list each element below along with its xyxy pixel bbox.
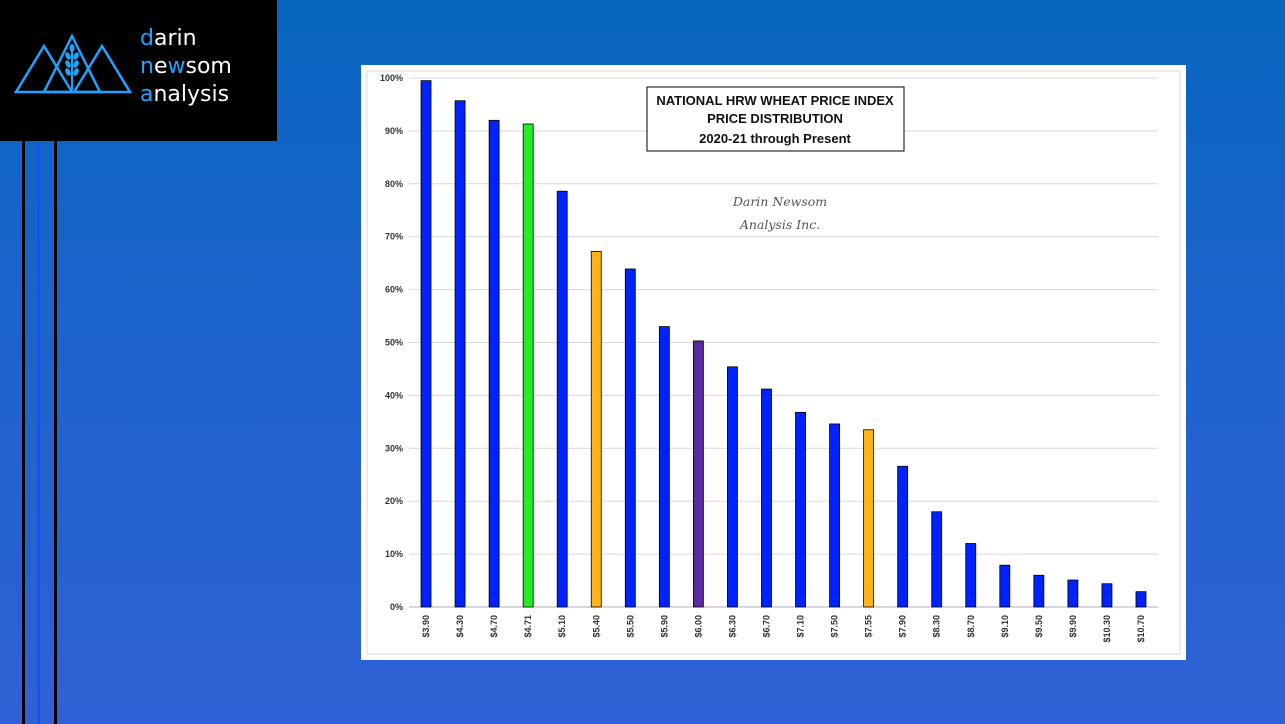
x-tick-label: $9.50 [1034,615,1044,638]
bar-590 [658,326,670,608]
bar-630 [727,366,738,608]
x-tick-label: $8.70 [966,615,976,638]
bar-950 [1033,574,1045,608]
x-tick-label: $5.90 [659,615,669,638]
chart-title-line-1: NATIONAL HRW WHEAT PRICE INDEX [656,93,894,108]
bar-790 [897,465,909,608]
y-tick-label: 0% [390,602,403,612]
bar-540 [590,251,602,608]
x-tick-label: $5.50 [625,615,635,638]
y-tick-label: 100% [380,73,403,83]
bar-1070 [1135,591,1147,608]
x-tick-label: $6.00 [693,615,703,638]
x-tick-label: $9.90 [1068,615,1078,638]
bar-550 [624,268,636,608]
x-tick-label: $6.70 [761,615,771,638]
decor-line-1 [22,141,25,724]
decor-line-2 [37,141,40,724]
x-tick-label: $7.90 [898,615,908,638]
y-tick-label: 40% [385,390,403,400]
chart-title-line-3: 2020-21 through Present [699,131,851,146]
x-tick-label: $7.10 [796,615,806,638]
x-tick-label: $5.10 [557,615,567,638]
logo: darin newsom analysis [0,0,277,141]
bar-830 [931,511,943,608]
x-tick-label: $9.10 [1000,615,1010,638]
bar-390 [420,80,432,608]
y-tick-label: 60% [385,285,403,295]
bar-470 [488,119,500,608]
y-tick-label: 80% [385,179,403,189]
bar-600 [692,340,704,608]
logo-line-2: newsom [140,54,232,79]
logo-line-1: darin [140,26,197,51]
plot-frame [366,70,1181,655]
x-tick-label: $7.55 [864,615,874,638]
bar-910 [999,564,1011,608]
bar-710 [795,411,806,608]
bar-670 [761,388,772,608]
x-tick-label: $10.30 [1102,615,1112,643]
bar-990 [1067,579,1079,608]
chart-title-box: NATIONAL HRW WHEAT PRICE INDEX PRICE DIS… [646,86,905,152]
price-distribution-chart: 0% 10% 20% 30% 40% 50% 60% 70% 80% 90% 100% $3.90 $4… [361,65,1186,660]
y-tick-label: 20% [385,496,403,506]
bar-430 [454,100,466,608]
chart-title-line-2: PRICE DISTRIBUTION [707,111,843,126]
bar-870 [965,543,977,608]
x-tick-label: $3.90 [421,615,431,638]
x-tick-label: $4.71 [523,615,533,638]
bar-755 [863,429,875,608]
watermark-line-2: Analysis Inc. [739,217,820,232]
x-tick-label: $8.30 [932,615,942,638]
decor-line-3 [54,141,57,724]
x-tick-label: $5.40 [591,615,601,638]
y-tick-label: 50% [385,338,403,348]
x-tick-label: $6.30 [727,615,737,638]
bar-471 [522,123,534,608]
x-tick-label: $7.50 [830,615,840,638]
bar-1030 [1101,583,1113,608]
logo-line-3: analysis [140,82,230,107]
logo-wordmark: darin newsom analysis [140,25,232,109]
y-tick-label: 10% [385,549,403,559]
chart-svg: 0% 10% 20% 30% 40% 50% 60% 70% 80% 90% 100% $3.90 $4… [366,70,1181,655]
x-tick-label: $4.30 [455,615,465,638]
watermark-line-1: Darin Newsom [732,194,827,209]
y-tick-label: 30% [385,443,403,453]
y-tick-label: 70% [385,232,403,242]
bar-510 [556,190,568,608]
x-tick-label: $4.70 [489,615,499,638]
bar-750 [829,423,840,608]
mountain-wheat-icon [14,33,132,94]
x-tick-label: $10.70 [1136,615,1146,643]
y-tick-label: 90% [385,126,403,136]
